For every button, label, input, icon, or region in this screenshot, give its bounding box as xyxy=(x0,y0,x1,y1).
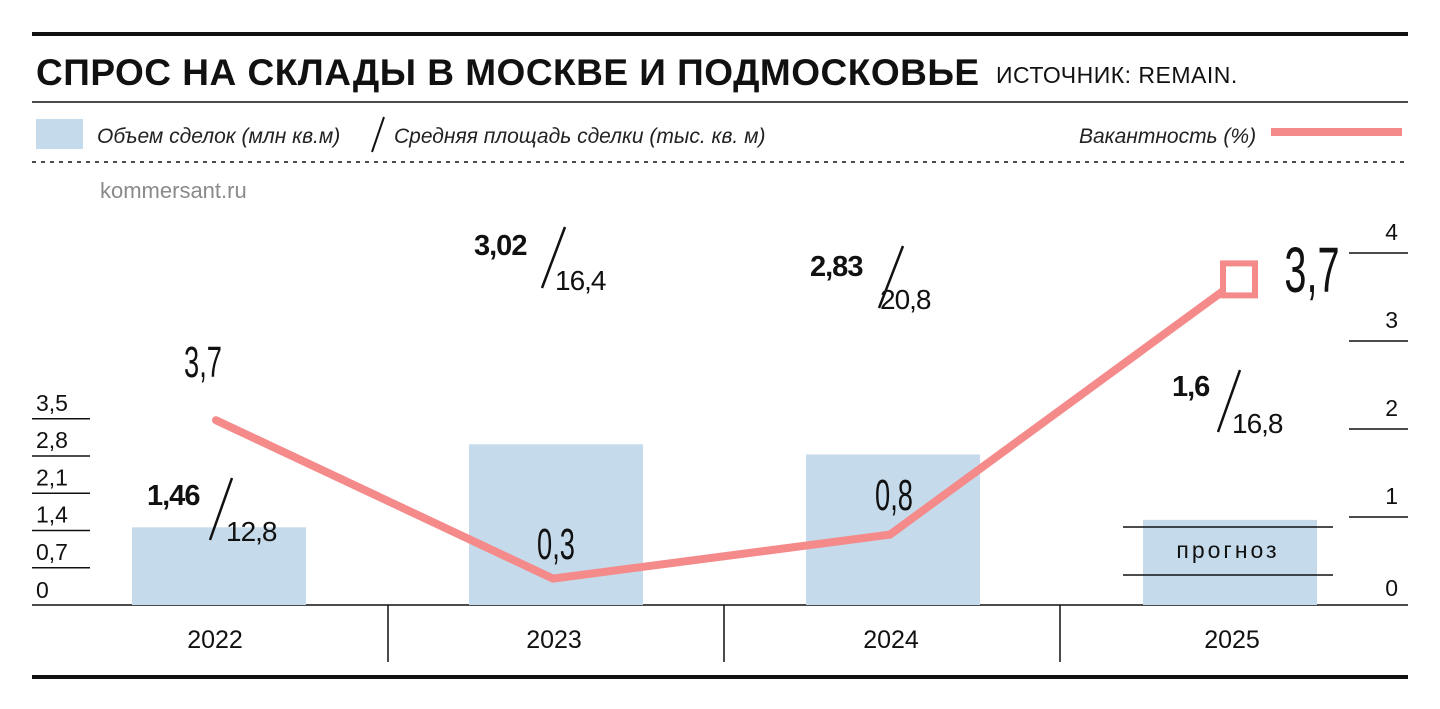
bar-2022 xyxy=(132,527,306,605)
left-axis-tick-label: 2,8 xyxy=(36,427,68,453)
right-axis-tick-label: 4 xyxy=(1385,219,1398,245)
bar-volume-label: 3,02 xyxy=(474,230,526,262)
forecast-marker: прогноз xyxy=(1123,526,1333,576)
bar-volume-label: 1,6 xyxy=(1172,371,1210,403)
x-axis-label-2023: 2023 xyxy=(526,626,582,654)
vacancy-line xyxy=(212,275,1243,583)
bar-2025 xyxy=(1143,519,1317,605)
right-axis-tick-label: 1 xyxy=(1385,483,1398,509)
bar-avg-area-label: 12,8 xyxy=(226,516,277,547)
left-axis-tick-label: 1,4 xyxy=(36,502,68,528)
x-axis-label-2022: 2022 xyxy=(187,626,243,654)
legend-avg-area-label: Средняя площадь сделки (тыс. кв. м) xyxy=(394,125,766,148)
left-axis: 0 0,7 1,4 2,1 2,8 3,5 xyxy=(32,390,90,603)
x-axis-label-2024: 2024 xyxy=(863,626,919,654)
legend-separator-slash xyxy=(371,116,385,153)
legend-volume-label: Объем сделок (млн кв.м) xyxy=(97,125,341,148)
bar-avg-area-label: 20,8 xyxy=(880,284,931,315)
bar-avg-area-label: 16,4 xyxy=(555,265,606,296)
forecast-label: прогноз xyxy=(1176,537,1279,563)
right-axis-tick-label: 0 xyxy=(1385,575,1398,601)
right-axis: 0 1 2 3 4 xyxy=(1349,219,1408,601)
bar-label-slash xyxy=(540,226,567,289)
legend-volume-swatch xyxy=(36,119,83,149)
bar-volume-label: 1,46 xyxy=(147,480,200,512)
x-axis-label-2025: 2025 xyxy=(1204,626,1260,654)
data-labels: 1,46 12,8 3,02 16,4 2,83 20,8 1,6 16,8 3,7 0,3 0,8… xyxy=(147,226,1340,569)
x-axis-labels: 2022 2023 2024 2025 xyxy=(187,626,1260,654)
bar-label-slash xyxy=(1216,369,1242,433)
left-axis-tick-label: 2,1 xyxy=(36,464,68,490)
source-note: ИСТОЧНИК: REMAIN. xyxy=(996,62,1238,88)
vacancy-value-label: 3,7 xyxy=(1284,236,1339,307)
vacancy-value-label: 3,7 xyxy=(184,337,222,386)
legend-vacancy-label: Вакантность (%) xyxy=(1079,125,1257,148)
vacancy-value-label: 0,3 xyxy=(537,519,575,568)
watermark: kommersant.ru xyxy=(100,178,247,203)
bar-volume-label: 2,83 xyxy=(810,251,863,283)
vacancy-value-label: 0,8 xyxy=(875,470,913,519)
right-axis-tick-label: 2 xyxy=(1385,395,1398,421)
bar-label-slash xyxy=(208,477,234,541)
right-axis-tick-label: 3 xyxy=(1385,307,1398,333)
vacancy-line-layer xyxy=(212,260,1258,583)
left-axis-tick-label: 3,5 xyxy=(36,390,68,416)
vacancy-endpoint-marker xyxy=(1220,260,1258,299)
left-axis-tick-label: 0,7 xyxy=(36,539,68,565)
bar-label-slash xyxy=(877,245,905,309)
left-axis-tick-label: 0 xyxy=(36,577,49,603)
chart-title: СПРОС НА СКЛАДЫ В МОСКВЕ И ПОДМОСКОВЬЕ xyxy=(36,52,980,93)
bar-avg-area-label: 16,8 xyxy=(1232,408,1283,439)
